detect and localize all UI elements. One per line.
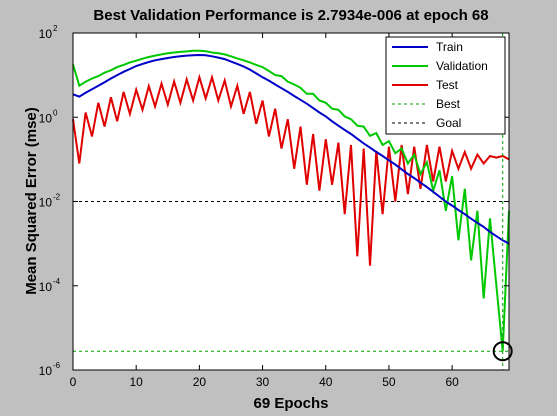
- legend-label-best: Best: [436, 97, 461, 111]
- x-tick-label: 60: [445, 375, 459, 389]
- legend-label-goal: Goal: [436, 116, 461, 130]
- legend-label-train: Train: [436, 40, 463, 54]
- y-tick-label: 10: [39, 111, 53, 125]
- y-tick-exponent: -4: [53, 277, 61, 286]
- y-tick-exponent: 0: [53, 108, 58, 117]
- legend-box: [385, 36, 506, 135]
- chart-title: Best Validation Performance is 2.7934e-0…: [93, 7, 488, 24]
- y-tick-exponent: -2: [53, 193, 61, 202]
- x-tick-label: 20: [193, 375, 207, 389]
- legend-label-test: Test: [436, 78, 459, 92]
- y-axis-label: Mean Squared Error (mse): [23, 107, 40, 295]
- x-tick-label: 30: [256, 375, 270, 389]
- legend: Train Validation Test Best Goal: [385, 36, 506, 135]
- x-tick-label: 0: [70, 375, 77, 389]
- x-axis-label: 69 Epochs: [253, 395, 328, 412]
- y-tick-exponent: -6: [53, 361, 61, 370]
- series-line-validation: [72, 49, 510, 352]
- legend-label-validation: Validation: [436, 59, 488, 73]
- y-tick-label: 10: [39, 364, 53, 378]
- y-tick-label: 10: [39, 196, 53, 210]
- y-tick-label: 10: [39, 27, 53, 41]
- y-tick-label: 10: [39, 280, 53, 294]
- x-tick-label: 10: [130, 375, 144, 389]
- series-line-train: [72, 53, 510, 245]
- series-line-test: [72, 73, 510, 266]
- x-tick-label: 40: [319, 375, 333, 389]
- best-epoch-marker-circle: [492, 341, 513, 362]
- y-tick-exponent: 2: [53, 24, 58, 33]
- x-tick-label: 50: [382, 375, 396, 389]
